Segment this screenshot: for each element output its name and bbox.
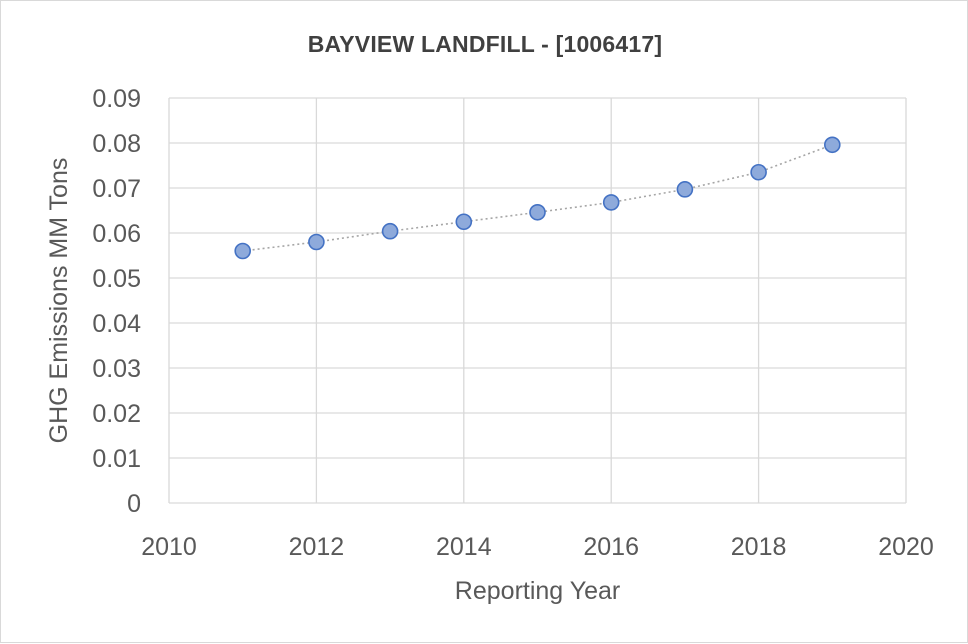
chart-title: BAYVIEW LANDFILL - [1006417] xyxy=(307,31,663,57)
trend-line xyxy=(242,144,833,252)
x-tick-label: 2020 xyxy=(878,533,934,561)
data-point xyxy=(750,163,767,181)
y-tick-label: 0.02 xyxy=(92,400,141,428)
x-tick-label: 2010 xyxy=(141,533,197,561)
y-tick-label: 0 xyxy=(127,490,141,518)
x-axis-title: Reporting Year xyxy=(455,577,620,605)
y-tick-label: 0.04 xyxy=(92,310,141,338)
data-point xyxy=(529,204,546,221)
y-tick-label: 0.03 xyxy=(92,355,141,383)
y-tick-label: 0.05 xyxy=(92,265,141,293)
x-tick-label: 2018 xyxy=(731,533,787,561)
data-point xyxy=(381,222,399,240)
x-tick-label: 2014 xyxy=(436,533,492,561)
data-point xyxy=(823,136,841,154)
y-tick-label: 0.07 xyxy=(92,175,141,203)
y-tick-label: 0.09 xyxy=(92,85,141,113)
y-axis-title: GHG Emissions MM Tons xyxy=(45,158,73,444)
data-point xyxy=(234,242,251,260)
x-tick-label: 2012 xyxy=(289,533,345,561)
data-point xyxy=(308,233,325,251)
data-point xyxy=(676,181,694,198)
y-tick-label: 0.01 xyxy=(92,445,141,473)
y-tick-label: 0.06 xyxy=(92,220,141,248)
data-point xyxy=(602,194,620,211)
x-tick-label: 2016 xyxy=(583,533,639,561)
y-tick-label: 0.08 xyxy=(92,130,141,158)
data-point xyxy=(455,213,473,231)
